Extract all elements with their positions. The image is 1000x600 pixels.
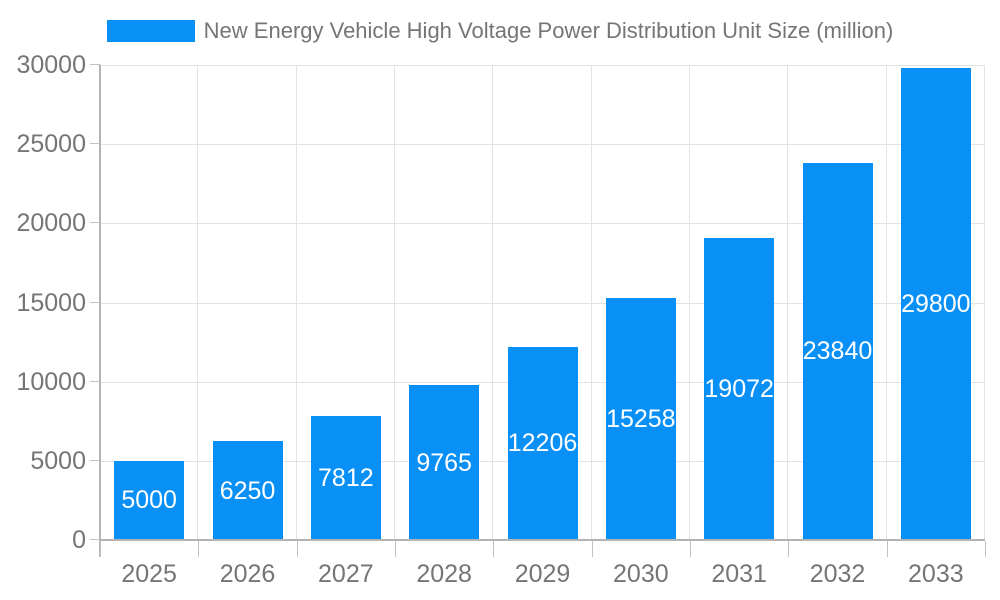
x-tick (100, 541, 101, 557)
bar: 19072 (704, 238, 775, 540)
v-gridline (295, 65, 297, 540)
legend-label: New Energy Vehicle High Voltage Power Di… (203, 18, 894, 43)
bar-value-label: 6250 (219, 476, 276, 505)
y-tick (90, 380, 100, 382)
y-axis-label: 15000 (16, 288, 86, 317)
bar-value-label: 9765 (416, 448, 472, 477)
bar-value-label: 19072 (704, 375, 774, 404)
x-tick (985, 541, 986, 557)
v-gridline (197, 65, 199, 540)
y-axis-label: 25000 (16, 130, 86, 159)
legend: New Energy Vehicle High Voltage Power Di… (0, 17, 1000, 45)
x-tick (493, 541, 495, 557)
y-axis-label: 30000 (16, 51, 86, 79)
bar-value-label: 12206 (507, 429, 578, 458)
x-axis-label: 2025 (121, 560, 177, 588)
y-axis-line (99, 65, 101, 557)
x-axis-label: 2031 (711, 560, 767, 588)
v-gridline (984, 65, 985, 540)
bar: 12206 (507, 346, 578, 540)
y-tick (90, 459, 100, 461)
bar: 9765 (409, 385, 480, 540)
v-gridline (787, 65, 789, 540)
bar-value-label: 23840 (802, 337, 873, 366)
x-tick (198, 541, 200, 557)
bar-value-label: 5000 (121, 486, 177, 515)
y-tick (90, 222, 100, 224)
x-tick (296, 541, 298, 557)
x-axis-label: 2033 (908, 560, 964, 588)
y-tick (90, 64, 100, 65)
v-gridline (689, 65, 690, 540)
x-tick (788, 541, 790, 557)
x-tick (395, 541, 396, 557)
x-tick (591, 541, 593, 557)
h-gridline (100, 65, 985, 66)
legend-swatch (106, 20, 195, 42)
y-tick (90, 143, 100, 145)
x-tick (690, 541, 691, 557)
x-axis-label: 2029 (514, 560, 571, 588)
v-gridline (590, 65, 592, 540)
bar: 6250 (212, 441, 283, 540)
bar-value-label: 29800 (901, 290, 971, 319)
v-gridline (885, 65, 887, 540)
y-tick (90, 301, 100, 303)
bar-value-label: 15258 (606, 405, 676, 434)
x-axis-label: 2026 (219, 560, 276, 588)
x-axis-label: 2027 (318, 560, 374, 588)
y-axis-label: 5000 (30, 446, 86, 475)
x-axis-label: 2030 (613, 560, 669, 588)
y-axis-label: 10000 (16, 367, 86, 396)
x-tick (886, 541, 888, 557)
y-axis-label: 20000 (16, 209, 86, 238)
bar: 23840 (802, 162, 873, 540)
bar: 5000 (114, 460, 185, 540)
h-gridline (100, 223, 985, 225)
plot-area: 5000 6250 7812 9765 12206 15258 19072 23840 2980… (100, 65, 985, 540)
bar: 7812 (310, 416, 381, 540)
bar: 15258 (605, 298, 676, 540)
v-gridline (394, 65, 395, 540)
y-axis-label: 0 (72, 526, 86, 554)
h-gridline (100, 144, 985, 146)
x-axis-line (100, 539, 985, 541)
v-gridline (492, 65, 494, 540)
x-axis-label: 2032 (809, 560, 866, 588)
h-gridline (100, 302, 985, 304)
bar-value-label: 7812 (318, 464, 374, 493)
x-axis-label: 2028 (416, 560, 472, 588)
bar: 29800 (900, 68, 971, 540)
y-tick (90, 539, 100, 540)
